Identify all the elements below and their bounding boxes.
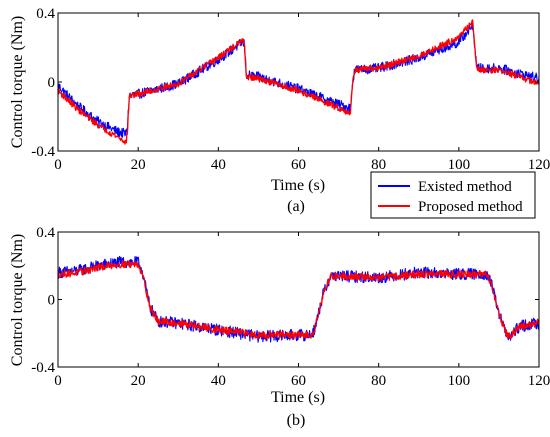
y-tick-label: 0.4 bbox=[36, 225, 55, 241]
x-tick-label: 60 bbox=[291, 157, 306, 173]
chart-a-legend: Existed method Proposed method bbox=[370, 171, 536, 219]
series-line-existed bbox=[57, 255, 540, 343]
x-tick-label: 120 bbox=[528, 373, 550, 389]
chart-a-caption: (a) bbox=[287, 198, 305, 215]
chart-a-ticks: 0 20 40 60 80 100 120-0.400.4 bbox=[31, 6, 550, 173]
chart-b: 0 20 40 60 80 100 120-0.400.4 Control torque (… bbox=[9, 225, 550, 429]
series-line-proposed bbox=[57, 259, 540, 340]
x-tick-label: 80 bbox=[371, 373, 386, 389]
x-tick-label: 60 bbox=[291, 373, 306, 389]
chart-b-ticks: 0 20 40 60 80 100 120-0.400.4 bbox=[31, 225, 550, 389]
series-line-proposed bbox=[57, 19, 540, 145]
y-tick-label: -0.4 bbox=[31, 144, 55, 160]
x-tick-label: 20 bbox=[131, 157, 146, 173]
chart-a-ylabel: Control torque (Nm) bbox=[9, 16, 26, 148]
y-tick-label: 0.4 bbox=[36, 6, 55, 22]
chart-b-xlabel: Time (s) bbox=[271, 389, 325, 406]
x-tick-label: 0 bbox=[54, 157, 62, 173]
chart-a: 0 20 40 60 80 100 120-0.400.4 Control torque (… bbox=[9, 6, 550, 219]
legend-box bbox=[370, 171, 536, 219]
chart-b-plot-area bbox=[57, 255, 540, 343]
series-line-existed bbox=[57, 21, 540, 138]
chart-a-xlabel: Time (s) bbox=[271, 177, 325, 194]
chart-a-plot-area bbox=[57, 19, 540, 145]
y-tick-label: 0 bbox=[48, 293, 56, 309]
y-tick-label: -0.4 bbox=[31, 360, 55, 376]
legend-label-proposed: Proposed method bbox=[418, 199, 523, 215]
chart-b-caption: (b) bbox=[287, 412, 306, 429]
legend-label-existed: Existed method bbox=[418, 179, 512, 195]
x-tick-label: 40 bbox=[211, 157, 226, 173]
x-tick-label: 0 bbox=[54, 373, 62, 389]
x-tick-label: 80 bbox=[371, 157, 386, 173]
x-tick-label: 40 bbox=[211, 373, 226, 389]
x-tick-label: 100 bbox=[448, 373, 471, 389]
chart-b-frame bbox=[57, 231, 540, 368]
x-tick-label: 120 bbox=[528, 157, 550, 173]
chart-b-ylabel: Control torque (Nm) bbox=[9, 234, 26, 366]
y-tick-label: 0 bbox=[48, 75, 56, 91]
x-tick-label: 20 bbox=[131, 373, 146, 389]
x-tick-label: 100 bbox=[448, 157, 471, 173]
